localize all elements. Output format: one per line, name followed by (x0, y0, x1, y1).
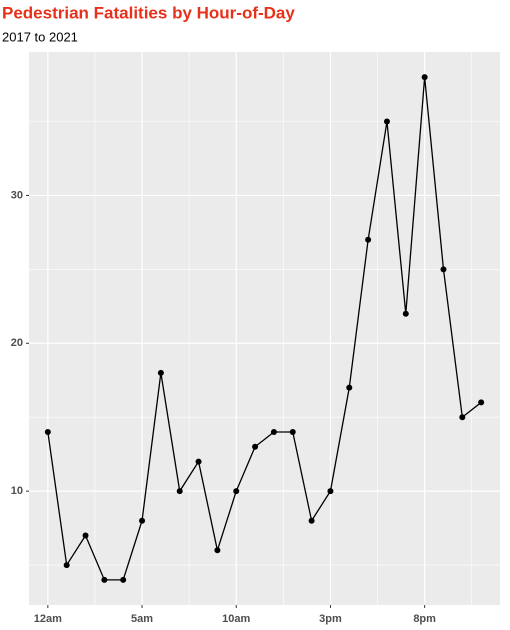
point (157, 369, 164, 376)
point (270, 429, 277, 436)
x-tick-label: 3pm (319, 613, 342, 625)
point (383, 118, 390, 125)
point (214, 547, 221, 554)
y-tick-label: 30 (11, 189, 23, 201)
y-tick-label: 10 (11, 485, 23, 497)
point (44, 429, 51, 436)
y-tick-label: 20 (11, 337, 23, 349)
point (478, 399, 485, 406)
point (289, 429, 296, 436)
x-tick-label: 8pm (413, 613, 436, 625)
point (252, 443, 259, 450)
x-tick-label: 5am (131, 613, 153, 625)
x-tick-label: 10am (222, 613, 250, 625)
point (233, 488, 240, 495)
point (365, 236, 372, 243)
chart-subtitle: 2017 to 2021 (2, 29, 78, 44)
point (101, 576, 108, 583)
chart-title: Pedestrian Fatalities by Hour-of-Day (2, 3, 295, 22)
x-tick-label: 12am (34, 613, 62, 625)
point (421, 74, 428, 81)
point (440, 266, 447, 273)
point (63, 562, 70, 569)
plot-panel (29, 52, 500, 605)
point (82, 532, 89, 539)
point (346, 384, 353, 391)
point (327, 488, 334, 495)
point (402, 310, 409, 317)
point (308, 517, 315, 524)
point (176, 488, 183, 495)
point (139, 517, 146, 524)
point (120, 576, 127, 583)
point (459, 414, 466, 421)
line (47, 77, 482, 581)
point (195, 458, 202, 465)
